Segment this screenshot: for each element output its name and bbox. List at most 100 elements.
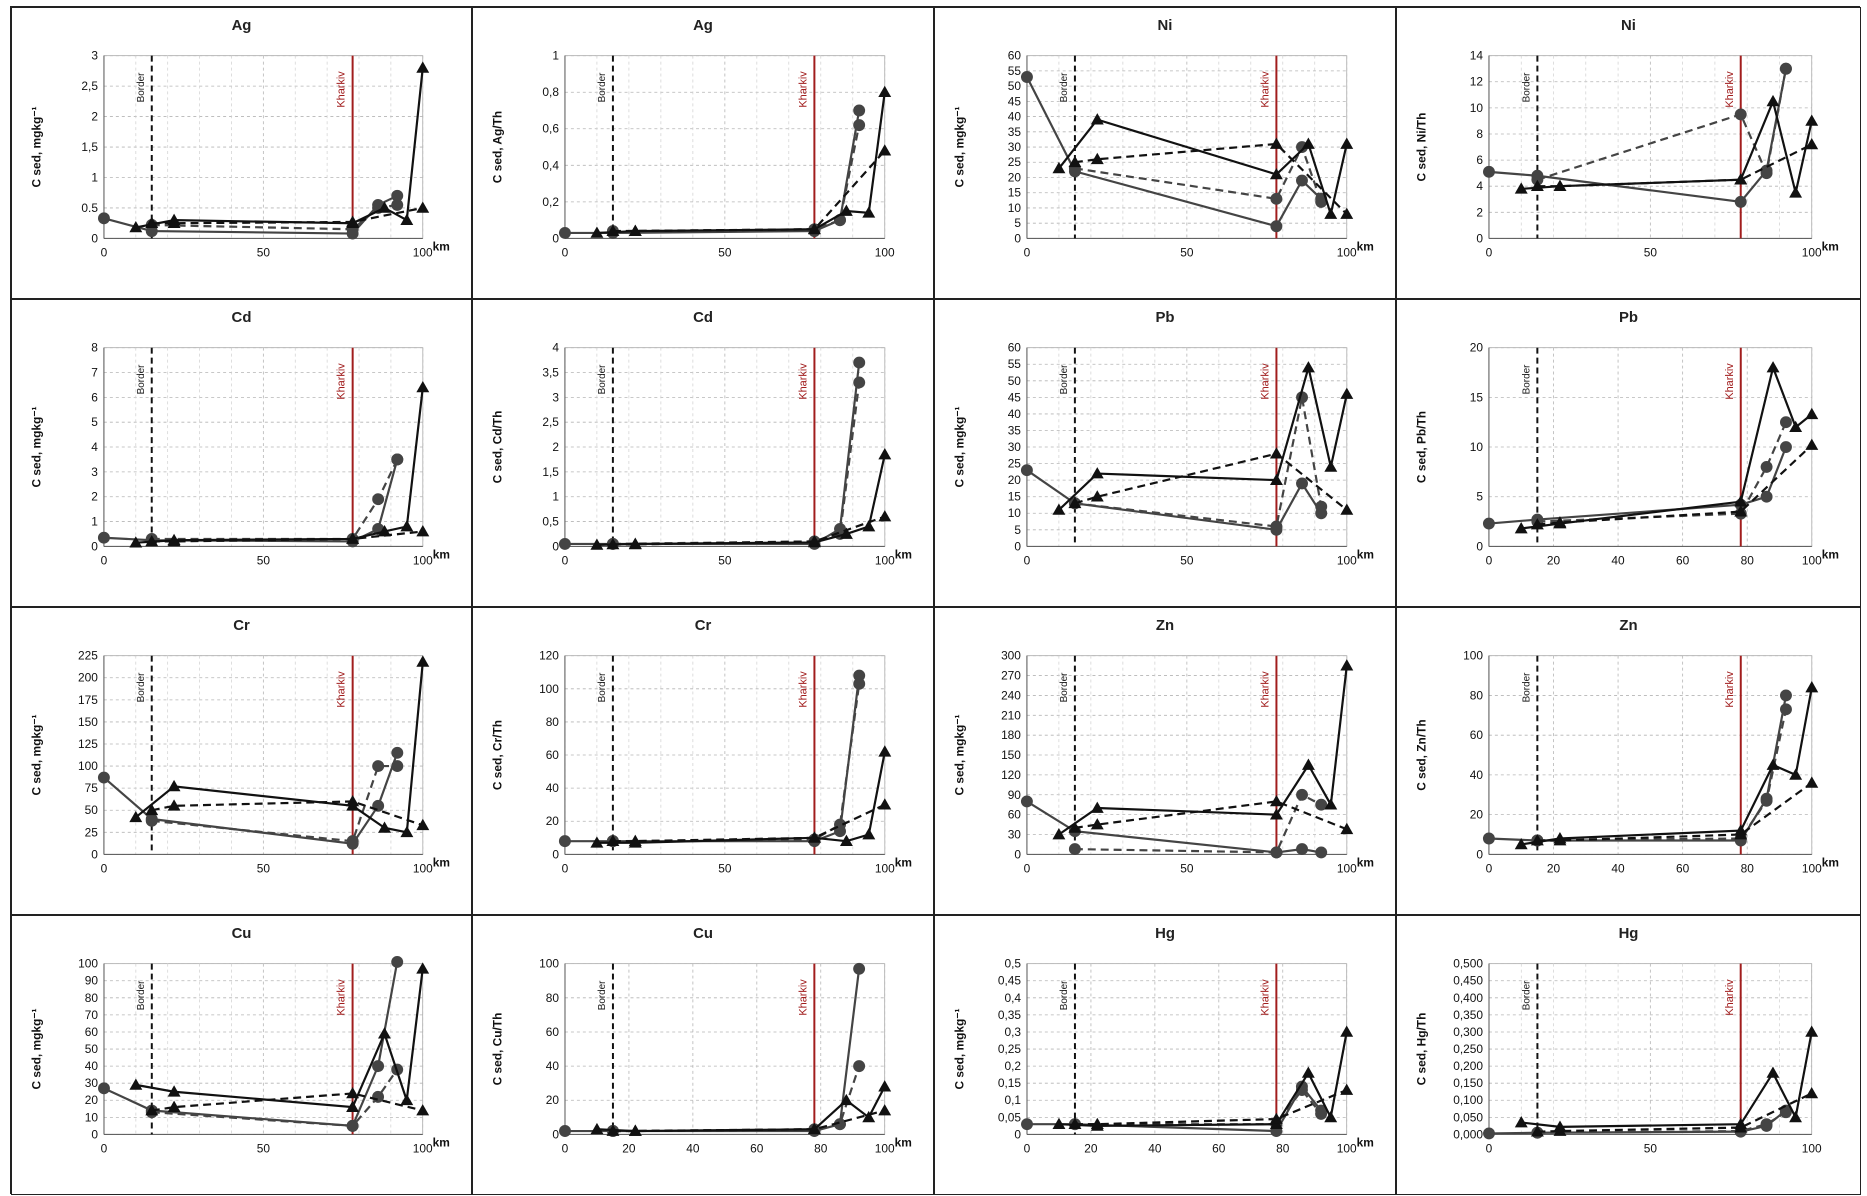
x-tick-label: 40	[686, 1141, 700, 1155]
x-unit-label: km	[895, 1135, 912, 1149]
y-tick-label: 0,25	[998, 1042, 1022, 1056]
data-point-triangle	[1553, 516, 1567, 528]
y-tick-label: 0,45	[998, 974, 1022, 988]
data-point-circle	[559, 1125, 571, 1137]
data-point-circle	[1315, 500, 1328, 513]
data-point-triangle	[1340, 1083, 1354, 1095]
y-tick-label: 40	[546, 1059, 560, 1073]
data-point-triangle	[416, 201, 430, 213]
data-point-circle	[1296, 477, 1308, 490]
y-tick-label: 1	[552, 49, 559, 63]
data-point-triangle	[1090, 801, 1104, 813]
y-tick-label: 5	[91, 415, 98, 429]
y-tick-label: 8	[1476, 127, 1483, 141]
data-point-triangle	[167, 1100, 181, 1112]
series-line-triangle	[1058, 665, 1348, 836]
series-line-circle	[151, 1068, 399, 1128]
y-tick-label: 1	[91, 515, 98, 529]
data-point-circle	[372, 493, 385, 506]
series-line-circle	[1537, 709, 1788, 842]
y-tick-label: 2,5	[81, 79, 98, 93]
y-tick-label: 0,450	[1453, 974, 1483, 988]
data-point-triangle	[590, 836, 604, 848]
series-line-triangle	[1521, 363, 1813, 530]
data-point-triangle	[1301, 137, 1315, 149]
y-axis-label: C sed, Ag/Th	[490, 111, 504, 183]
x-tick-label: 0	[562, 1141, 569, 1155]
data-point-circle	[372, 1060, 385, 1073]
x-tick-label: 100	[1337, 553, 1357, 567]
data-point-circle	[372, 760, 385, 773]
x-tick-label: 20	[1084, 1141, 1098, 1155]
y-tick-label: 0	[91, 847, 98, 861]
data-point-triangle	[167, 1085, 181, 1097]
data-point-triangle	[1789, 186, 1803, 198]
data-point-triangle	[839, 527, 853, 539]
x-unit-label: km	[1822, 239, 1839, 253]
series-line-circle	[1074, 793, 1322, 854]
data-point-circle	[1734, 195, 1747, 208]
data-point-circle	[391, 189, 404, 202]
x-tick-label: 50	[718, 553, 732, 567]
data-point-triangle	[1090, 113, 1104, 125]
data-point-circle	[1270, 220, 1283, 233]
series-line-triangle	[1074, 1089, 1348, 1126]
data-point-triangle	[1734, 1121, 1748, 1133]
border-label: Border	[597, 72, 608, 102]
data-point-circle	[346, 1119, 359, 1132]
x-tick-label: 50	[257, 861, 271, 875]
data-point-triangle	[1090, 490, 1104, 502]
y-tick-label: 0,350	[1453, 1008, 1483, 1022]
chart-panel: Cd 0 0,5 1 1,5 2 2,5 3 3,5 4 0 50 100 km C sed, Cd/Th B…	[472, 299, 934, 607]
data-point-triangle	[1090, 1117, 1104, 1130]
x-tick-label: 100	[1802, 1141, 1822, 1155]
kharkiv-label: Kharkiv	[336, 979, 348, 1016]
data-point-circle	[1779, 1106, 1792, 1119]
chart-panel: Cr 0 20 40 60 80 100 120 0 50 100 km C sed, Cr/Th Bor…	[472, 607, 934, 915]
data-point-circle	[1483, 1127, 1495, 1140]
y-tick-label: 55	[1008, 357, 1022, 371]
y-tick-label: 0,500	[1453, 957, 1483, 971]
y-tick-label: 0	[1014, 539, 1021, 553]
y-tick-label: 175	[78, 693, 98, 707]
border-label: Border	[597, 980, 608, 1010]
y-tick-label: 30	[1008, 827, 1022, 841]
data-point-triangle	[1269, 137, 1283, 149]
y-tick-label: 0	[1014, 1127, 1021, 1141]
x-unit-label: km	[1357, 547, 1374, 561]
data-point-triangle	[1766, 758, 1780, 770]
y-tick-label: 20	[85, 1093, 99, 1107]
data-point-triangle	[1340, 503, 1354, 515]
y-tick-label: 180	[1001, 728, 1021, 742]
y-tick-label: 0,200	[1453, 1059, 1483, 1073]
series-line-triangle	[1521, 687, 1813, 846]
x-tick-label: 100	[1802, 553, 1822, 567]
data-point-circle	[1760, 490, 1773, 503]
data-point-triangle	[1766, 94, 1780, 107]
data-point-triangle	[400, 520, 414, 532]
data-point-circle	[1531, 173, 1544, 186]
y-tick-label: 30	[85, 1076, 99, 1090]
y-tick-label: 4	[91, 440, 98, 454]
y-tick-label: 270	[1001, 669, 1021, 683]
y-axis-label: C sed, Hg/Th	[1414, 1013, 1428, 1086]
data-point-triangle	[590, 226, 604, 238]
series-line-triangle	[1074, 800, 1348, 831]
x-tick-label: 50	[1180, 245, 1194, 259]
y-tick-label: 8	[91, 341, 98, 355]
x-tick-label: 100	[875, 245, 895, 259]
data-point-circle	[1020, 71, 1033, 83]
data-point-triangle	[1052, 161, 1066, 174]
y-tick-label: 45	[1008, 94, 1022, 108]
y-tick-label: 0	[91, 1127, 98, 1141]
y-tick-label: 2	[1476, 205, 1483, 219]
y-tick-label: 3	[552, 390, 559, 404]
data-point-triangle	[839, 1093, 853, 1106]
y-tick-label: 5	[1476, 490, 1483, 504]
data-point-triangle	[1340, 207, 1354, 219]
x-tick-label: 40	[1611, 861, 1625, 875]
x-tick-label: 0	[1024, 245, 1031, 259]
y-axis-label: C sed, mgkg⁻¹	[29, 106, 43, 187]
